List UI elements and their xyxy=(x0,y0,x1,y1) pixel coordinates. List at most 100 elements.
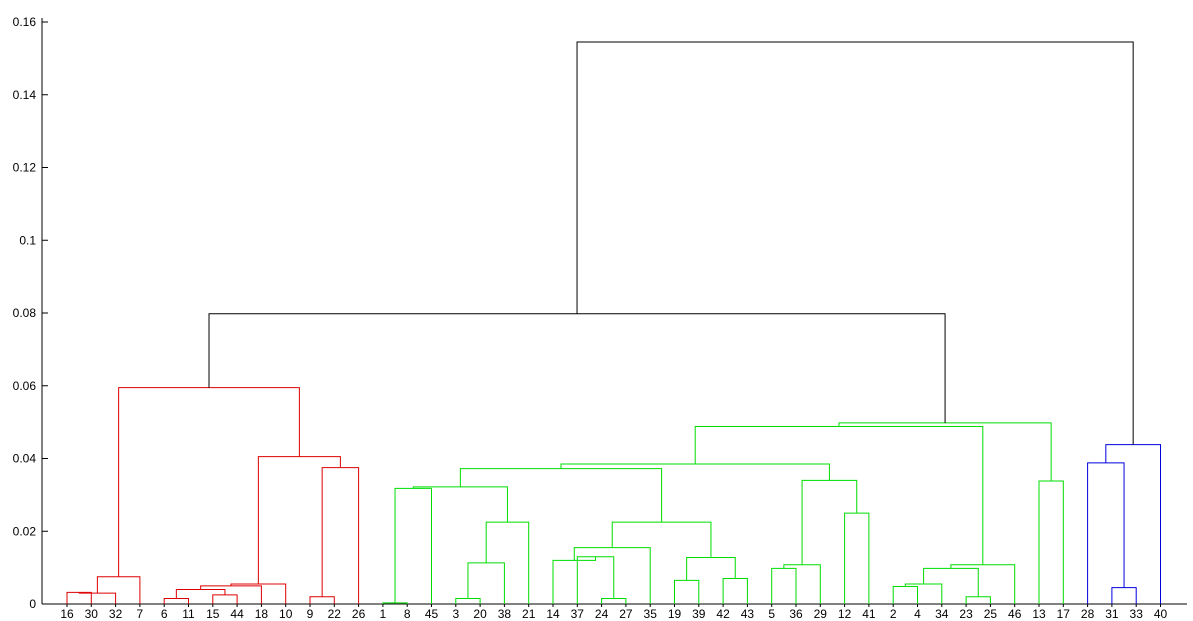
leaf-label: 7 xyxy=(137,607,144,621)
leaf-label: 2 xyxy=(890,607,897,621)
dendrogram-link xyxy=(212,594,238,604)
leaf-label: 29 xyxy=(814,607,828,621)
dendrogram-link xyxy=(576,556,615,604)
leaf-label: 32 xyxy=(109,607,123,621)
y-tick-label: 0.02 xyxy=(13,524,37,538)
leaf-label: 23 xyxy=(959,607,973,621)
dendrogram-link xyxy=(175,588,226,599)
dendrogram-link xyxy=(601,598,627,604)
leaf-label: 44 xyxy=(230,607,244,621)
leaf-label: 8 xyxy=(404,607,411,621)
dendrogram-link xyxy=(892,586,918,604)
leaf-label: 19 xyxy=(668,607,682,621)
leaf-label: 38 xyxy=(498,607,512,621)
leaf-label: 31 xyxy=(1105,607,1119,621)
dendrogram-link xyxy=(573,547,651,604)
leaf-label: 5 xyxy=(768,607,775,621)
dendrogram-link xyxy=(309,596,335,604)
dendrogram-link xyxy=(923,567,979,597)
leaf-label: 34 xyxy=(935,607,949,621)
dendrogram-link xyxy=(66,591,92,604)
dendrogram-link xyxy=(694,425,984,565)
leaf-label: 39 xyxy=(692,607,706,621)
y-tick-label: 0.06 xyxy=(13,379,37,393)
leaf-label: 12 xyxy=(838,607,852,621)
y-axis: 0 0.02 0.04 0.06 0.08 0.1 0.12 0.14 0.16 xyxy=(13,15,1187,611)
dendrogram-link xyxy=(560,463,830,481)
leaf-label: 37 xyxy=(571,607,585,621)
dendrogram-link xyxy=(200,585,262,604)
leaf-labels: 16 30 32 7 6 11 15 44 18 10 9 22 26 1 8 45 3 20 38 21 14 37 24… xyxy=(60,604,1167,621)
dendrogram-link xyxy=(382,602,408,604)
dendrogram-link xyxy=(686,556,736,581)
dendrogram-link xyxy=(118,387,300,577)
dendrogram-link xyxy=(801,479,858,565)
leaf-label: 3 xyxy=(452,607,459,621)
leaf-label: 33 xyxy=(1130,607,1144,621)
leaf-label: 14 xyxy=(546,607,560,621)
leaf-label: 11 xyxy=(182,607,195,621)
leaf-label: 20 xyxy=(473,607,487,621)
leaf-label: 35 xyxy=(644,607,658,621)
dendrogram-link xyxy=(904,583,943,604)
leaf-label: 41 xyxy=(862,607,876,621)
leaf-label: 26 xyxy=(352,607,366,621)
dendrogram-link xyxy=(208,313,946,423)
y-tick-label: 0.08 xyxy=(13,306,37,320)
dendrogram-link xyxy=(950,564,1016,604)
leaf-label: 27 xyxy=(619,607,633,621)
dendrogram-link xyxy=(230,583,287,604)
dendrogram-link xyxy=(257,456,341,584)
dendrogram-link xyxy=(838,422,1052,482)
dendrogram-link xyxy=(467,562,505,604)
leaf-label: 24 xyxy=(595,607,609,621)
y-tick-label: 0.16 xyxy=(13,15,37,29)
dendrogram-link xyxy=(674,579,700,604)
y-tick-label: 0.04 xyxy=(13,452,37,466)
y-tick-label: 0.1 xyxy=(19,233,36,247)
leaf-label: 13 xyxy=(1032,607,1046,621)
dendrogram-link xyxy=(1105,444,1161,604)
leaf-label: 45 xyxy=(425,607,439,621)
leaf-label: 21 xyxy=(522,607,536,621)
dendrogram-link xyxy=(552,556,597,604)
dendrogram-link xyxy=(459,468,663,523)
leaf-label: 4 xyxy=(914,607,921,621)
y-tick-label: 0 xyxy=(29,597,36,611)
leaf-label: 9 xyxy=(307,607,314,621)
dendrogram-tree xyxy=(66,41,1161,604)
dendrogram-link xyxy=(96,576,141,604)
dendrogram-link xyxy=(412,486,508,523)
dendrogram-link xyxy=(611,521,712,558)
leaf-label: 30 xyxy=(85,607,99,621)
leaf-label: 16 xyxy=(60,607,74,621)
dendrogram-link xyxy=(321,467,360,604)
y-tick-label: 0.14 xyxy=(13,88,37,102)
leaf-label: 40 xyxy=(1154,607,1168,621)
dendrogram-link xyxy=(722,578,748,604)
leaf-label: 46 xyxy=(1008,607,1022,621)
dendrogram-link xyxy=(1038,480,1064,604)
leaf-label: 10 xyxy=(279,607,293,621)
dendrogram-link xyxy=(1111,587,1137,604)
dendrogram-link xyxy=(576,41,1134,445)
leaf-label: 18 xyxy=(255,607,269,621)
dendrogram-link xyxy=(1087,462,1125,604)
leaf-label: 17 xyxy=(1057,607,1071,621)
leaf-label: 43 xyxy=(741,607,755,621)
leaf-label: 25 xyxy=(984,607,998,621)
leaf-label: 42 xyxy=(716,607,730,621)
dendrogram-link xyxy=(394,487,432,604)
leaf-label: 6 xyxy=(161,607,168,621)
dendrogram-link xyxy=(965,596,991,604)
dendrogram-link xyxy=(783,564,821,604)
y-tick-label: 0.12 xyxy=(13,161,37,175)
dendrogram-link xyxy=(78,592,117,604)
leaf-label: 36 xyxy=(789,607,803,621)
dendrogram-link xyxy=(455,598,481,604)
leaf-label: 22 xyxy=(328,607,342,621)
leaf-label: 1 xyxy=(380,607,387,621)
dendrogram-link xyxy=(163,598,189,604)
leaf-label: 15 xyxy=(206,607,220,621)
